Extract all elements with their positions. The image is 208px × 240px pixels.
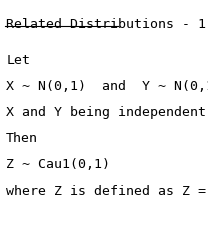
Text: Then: Then [6,132,38,145]
Text: X ~ N(0,1)  and  Y ~ N(0,1): X ~ N(0,1) and Y ~ N(0,1) [6,80,208,93]
Text: X and Y being independent.: X and Y being independent. [6,106,208,119]
Text: Z ~ Cau1(0,1): Z ~ Cau1(0,1) [6,158,110,171]
Text: Related Distributions - 1: Related Distributions - 1 [6,18,206,31]
Text: where Z is defined as Z = X/Y.: where Z is defined as Z = X/Y. [6,184,208,197]
Text: Let: Let [6,54,30,66]
